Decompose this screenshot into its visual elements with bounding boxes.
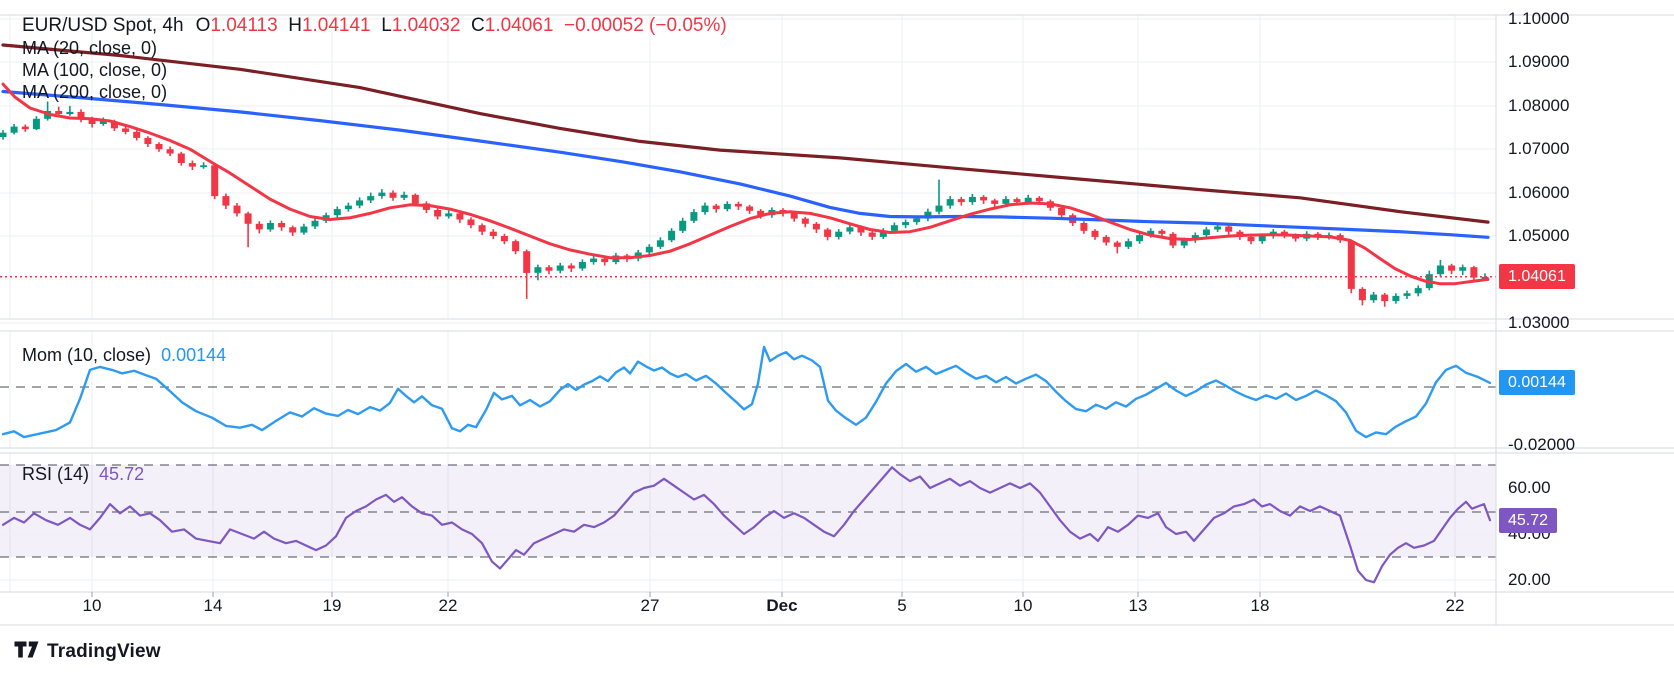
time-axis-label: 10 [82,596,102,615]
rsi-value-badge: 45.72 [1499,508,1558,533]
price-axis-label: 1.05000 [1508,226,1570,245]
candlestick-series [0,101,1489,307]
ma100-legend[interactable]: MA (100, close, 0) [22,60,168,80]
ma20-legend[interactable]: MA (20, close, 0) [22,38,158,58]
change-value: −0.00052 (−0.05%) [564,15,727,36]
rsi-axis-label: 60.00 [1508,478,1551,497]
mom-value-badge: 0.00144 [1499,370,1575,395]
mom-legend-row[interactable]: Mom (10, close) 0.00144 [22,344,226,366]
price-axis-label: 1.07000 [1508,139,1570,158]
price-axis-label: 1.03000 [1508,313,1570,332]
rsi-value: 45.72 [99,464,145,484]
momentum-line [1,345,1492,439]
time-axis-label: 10 [1013,596,1033,615]
time-axis-label: 13 [1128,596,1148,615]
ma20-line [1,82,1490,286]
mom-label: Mom (10, close) [22,345,152,365]
time-axis-label: 19 [322,596,342,615]
ma200-line [1,43,1490,224]
mom-axis-label: -0.02000 [1508,435,1576,454]
ohlc-values: O1.04113 H1.04141 L1.04032 C1.04061 −0.0… [195,15,727,36]
symbol-legend-row[interactable]: EUR/USD Spot, 4h O1.04113 H1.04141 L1.040… [22,15,727,37]
price-axis-label: 1.09000 [1508,52,1570,71]
time-axis-label: 5 [897,596,907,615]
tradingview-logo-text: TradingView [47,641,161,662]
ma200-legend[interactable]: MA (200, close, 0) [22,82,168,102]
ma100-line [1,89,1490,239]
rsi-legend-row[interactable]: RSI (14) 45.72 [22,463,144,485]
price-axis-label: 1.06000 [1508,183,1570,202]
last-price-badge: 1.04061 [1499,264,1575,289]
rsi-line [1,466,1492,584]
time-axis-label: 22 [438,596,458,615]
price-axis-label: 1.08000 [1508,96,1570,115]
price-axis-label: 1.10000 [1508,9,1570,28]
rsi-band [0,465,1496,557]
time-axis-label: 22 [1445,596,1465,615]
rsi-axis-label: 20.00 [1508,570,1551,589]
time-axis-label: 18 [1250,596,1270,615]
symbol-title: EUR/USD Spot, 4h [22,15,184,36]
time-axis-label: 27 [640,596,660,615]
time-axis-label: Dec [766,596,798,615]
mom-value: 0.00144 [161,345,227,365]
time-axis-label: 14 [203,596,223,615]
tradingview-logo-icon [14,641,39,663]
tradingview-logo[interactable]: TradingView [14,641,161,663]
rsi-label: RSI (14) [22,464,90,484]
